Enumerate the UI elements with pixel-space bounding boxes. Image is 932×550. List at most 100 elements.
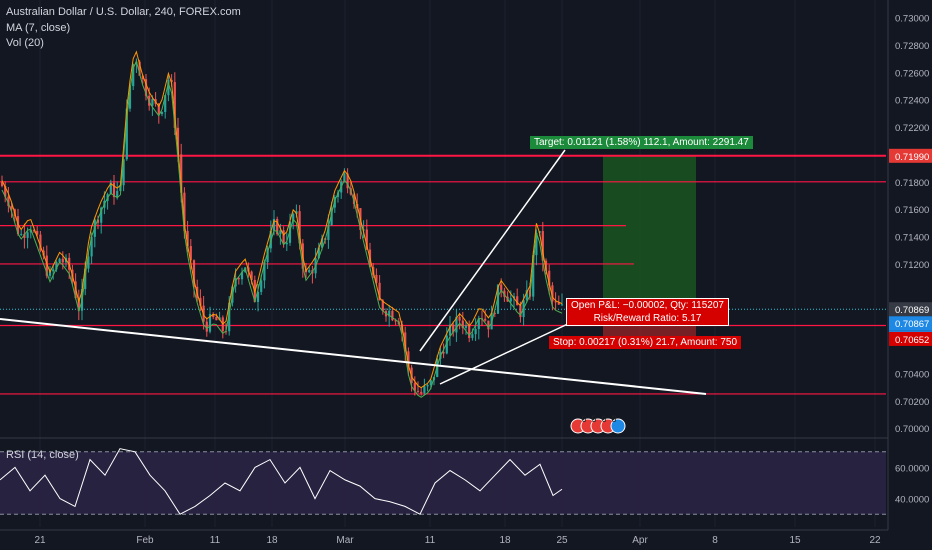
candle-body: [404, 332, 407, 352]
time-tick-label: Feb: [136, 535, 154, 546]
candle-body: [394, 320, 397, 322]
candle-body: [29, 230, 32, 233]
candle-body: [544, 260, 548, 271]
candle-body: [375, 274, 378, 283]
candle-body: [548, 270, 551, 286]
candle-body: [138, 61, 141, 76]
candle-body: [36, 230, 39, 235]
candle-body: [468, 325, 471, 338]
candle-body: [554, 301, 557, 303]
candle-body: [141, 75, 144, 80]
stop-price-badge: 0.70652: [895, 335, 929, 346]
time-tick-label: 15: [789, 535, 801, 546]
candle-body: [263, 262, 266, 281]
candle-body: [484, 318, 487, 321]
candle-body: [189, 246, 192, 261]
candle-body: [112, 182, 116, 198]
event-icon: [610, 418, 626, 434]
stop-price-badge-background: [889, 331, 932, 346]
volume-indicator-label[interactable]: Vol (20): [6, 37, 44, 49]
stop-label: Stop: 0.00217 (0.31%) 21.7, Amount: 750: [549, 336, 742, 349]
candle-body: [500, 284, 503, 291]
candle-body: [388, 310, 391, 317]
candle-body: [205, 321, 208, 332]
candle-body: [477, 318, 480, 330]
candle-body: [96, 219, 100, 223]
price-tick-label: 0.71600: [895, 205, 929, 216]
candle-body: [420, 391, 423, 394]
candle-body: [560, 304, 564, 306]
candle-body: [448, 324, 452, 336]
candle-body: [327, 225, 330, 240]
candle-body: [224, 331, 228, 333]
candle-body: [276, 218, 279, 235]
ma-indicator-label[interactable]: MA (7, close): [6, 22, 71, 34]
candle-body: [144, 79, 148, 96]
candle-body: [58, 258, 61, 262]
price-tick-label: 0.73000: [895, 14, 929, 25]
wedge-lower-line: [439, 321, 573, 385]
candle-body: [413, 383, 416, 391]
rsi-tick-label: 60.0000: [895, 463, 929, 474]
current-price-badge: 0.70869: [895, 305, 929, 316]
candle-body: [298, 211, 301, 244]
candle-body: [186, 230, 189, 247]
candle-body: [160, 112, 164, 115]
candle-body: [442, 352, 445, 354]
candle-body: [519, 305, 522, 318]
candle-body: [557, 302, 560, 305]
candle-body: [42, 250, 45, 256]
candle-body: [240, 272, 244, 280]
candle-body: [426, 384, 429, 387]
candle-body: [458, 316, 461, 321]
candle-body: [256, 291, 260, 303]
candle-body: [192, 260, 196, 287]
candle-body: [381, 300, 384, 312]
candle-body: [87, 256, 90, 269]
candle-body: [279, 230, 282, 235]
candle-body: [0, 181, 4, 187]
candle-body: [183, 192, 186, 231]
candle-body: [32, 230, 36, 232]
candle-body: [503, 290, 506, 297]
candle-body: [228, 302, 231, 332]
price-tick-label: 0.70400: [895, 369, 929, 380]
candle-body: [512, 296, 516, 299]
candle-body: [317, 247, 320, 259]
candle-body: [282, 230, 285, 245]
candle-body: [7, 196, 10, 206]
candle-body: [122, 159, 125, 186]
candle-body: [525, 290, 528, 301]
time-tick-label: 25: [556, 535, 568, 546]
candle-body: [272, 218, 276, 231]
price-tick-label: 0.71400: [895, 233, 929, 244]
candle-body: [365, 229, 368, 250]
candle-body: [52, 269, 55, 272]
current-price-badge-background: [889, 302, 932, 317]
candle-body: [119, 185, 122, 191]
candle-body: [455, 316, 458, 333]
time-tick-label: Apr: [632, 535, 648, 546]
time-tick-label: 18: [266, 535, 278, 546]
candle-body: [215, 316, 218, 321]
candle-body: [180, 154, 183, 193]
candle-body: [125, 108, 128, 160]
candle-body: [208, 314, 212, 332]
price-tick-label: 0.71800: [895, 178, 929, 189]
candle-body: [509, 298, 512, 302]
candle-body: [516, 296, 519, 306]
time-tick-label: Mar: [336, 535, 354, 546]
rsi-band: [0, 451, 886, 515]
candle-body: [391, 310, 394, 321]
rsi-indicator-label[interactable]: RSI (14, close): [6, 449, 79, 461]
candle-body: [292, 213, 295, 222]
time-tick-label: 21: [34, 535, 46, 546]
chart-title: Australian Dollar / U.S. Dollar, 240, FO…: [6, 6, 241, 18]
candle-body: [260, 280, 263, 292]
time-tick-label: 11: [210, 535, 221, 546]
ma-line-secondary: [1, 59, 563, 398]
candle-body: [535, 232, 538, 256]
target-price-badge-background: [889, 148, 932, 163]
event-count: 6: [581, 414, 586, 424]
